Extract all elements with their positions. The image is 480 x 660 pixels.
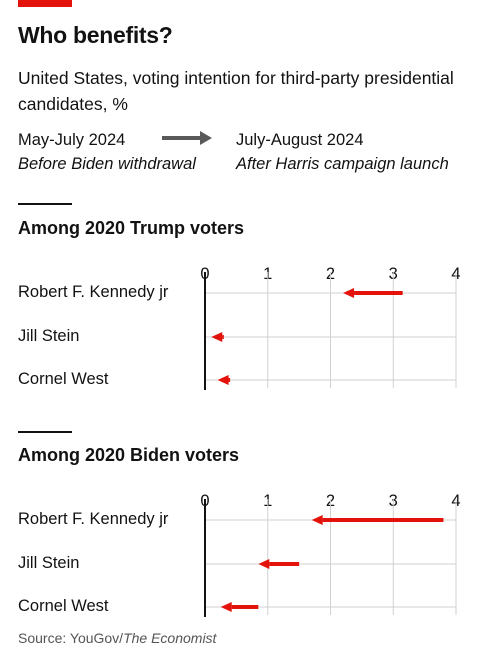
panel-1-plot (204, 272, 457, 390)
panel-2-title: Among 2020 Biden voters (18, 445, 240, 465)
panel-1-arrow-1-head (211, 332, 223, 342)
source-publication: The Economist (123, 630, 217, 646)
legend-arrow-icon (162, 131, 212, 145)
panel-1-divider (18, 203, 72, 205)
panel-2-label-west: Cornel West (18, 597, 109, 615)
panel-2-divider (18, 431, 72, 433)
chart-title: Who benefits? (18, 22, 173, 48)
panel-2-label-stein: Jill Stein (18, 554, 80, 572)
panel-1-label-stein: Jill Stein (18, 327, 80, 345)
panel-2-arrow-2-head (220, 602, 232, 612)
legend-after: July-August 2024 After Harris campaign l… (236, 128, 449, 176)
brand-red-bar (18, 0, 72, 7)
legend-after-label: July-August 2024 (236, 131, 364, 149)
panel-1-arrow-2-head (217, 375, 229, 385)
panel-2-arrow-0-head (311, 515, 323, 525)
legend-arrow-head (200, 131, 212, 145)
panel-1-title: Among 2020 Trump voters (18, 218, 245, 238)
legend-before-label: May-July 2024 (18, 131, 126, 149)
source-note: Source: YouGov/The Economist (18, 630, 216, 646)
source-prefix: Source: YouGov/ (18, 630, 124, 646)
panel-1-label-rfk: Robert F. Kennedy jr (18, 283, 169, 301)
panel-2-plot (204, 499, 457, 617)
panel-1-arrow-0-head (343, 288, 355, 298)
panel-2-arrow-1-head (258, 559, 270, 569)
panel-2-label-rfk: Robert F. Kennedy jr (18, 510, 169, 528)
legend-before-note: Before Biden withdrawal (18, 155, 196, 173)
panel-1-label-west: Cornel West (18, 370, 109, 388)
chart-subtitle: United States, voting intention for thir… (18, 68, 454, 114)
legend-after-note: After Harris campaign launch (236, 155, 449, 173)
legend-before: May-July 2024 Before Biden withdrawal (18, 128, 196, 176)
